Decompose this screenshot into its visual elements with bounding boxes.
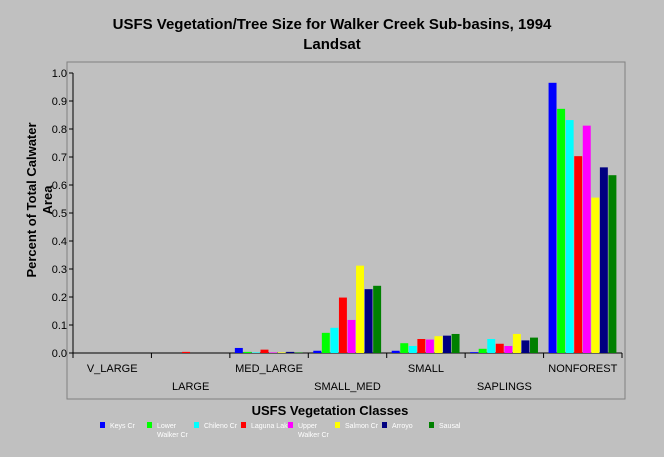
bar	[591, 197, 600, 353]
bar	[260, 349, 269, 353]
bar	[391, 350, 400, 353]
bar	[408, 346, 417, 353]
y-axis-label-line-1: Percent of Total Calwater	[24, 122, 39, 277]
chart-title-line-2: Landsat	[303, 36, 361, 53]
chart-title-line-1: USFS Vegetation/Tree Size for Walker Cre…	[113, 16, 552, 33]
bar	[243, 351, 252, 353]
y-tick-label: 1.0	[52, 68, 67, 80]
bar	[251, 352, 260, 353]
legend-label: Sausal	[439, 423, 461, 430]
bar	[347, 319, 356, 353]
bar	[512, 333, 521, 353]
x-category-label: V_LARGE	[87, 363, 138, 375]
y-tick-label: 0.0	[52, 348, 67, 360]
bar	[313, 350, 322, 353]
x-category-label: LARGE	[172, 381, 209, 393]
bar	[451, 333, 460, 353]
y-axis: 0.0 0.1 0.2 0.3 0.4 0.5 0.6 0.7 0.8 0.9 1.0	[52, 68, 74, 360]
bar	[338, 297, 347, 353]
bar	[286, 351, 295, 353]
x-category-label: SMALL_MED	[314, 381, 381, 393]
bar	[504, 346, 513, 353]
bar	[470, 352, 479, 353]
legend-label: Lower	[157, 423, 177, 430]
bar	[608, 175, 617, 353]
bar	[487, 339, 496, 353]
legend-label: Salmon Cr	[345, 423, 379, 430]
bar	[434, 336, 443, 353]
bar	[582, 125, 591, 353]
legend-swatch	[429, 422, 434, 428]
legend: Keys Cr Lower Walker Cr Chileno Cr Laguna La…	[100, 422, 461, 439]
bar	[364, 289, 373, 353]
bar	[565, 120, 574, 353]
bar	[521, 340, 530, 353]
bar	[269, 352, 278, 353]
legend-label: Walker Cr	[157, 432, 189, 439]
legend-swatch	[382, 422, 387, 428]
legend-label: Upper	[298, 423, 318, 430]
y-tick-label: 0.1	[52, 320, 67, 332]
bar	[294, 352, 303, 353]
y-tick-label: 0.9	[52, 96, 67, 108]
bar	[548, 82, 557, 354]
bar	[277, 352, 286, 353]
plot-area-frame	[66, 61, 626, 400]
y-axis-label-line-2: Area	[40, 185, 55, 215]
bar	[373, 285, 382, 353]
bar	[495, 343, 504, 353]
x-axis: V_LARGE LARGE MED_LARGE SMALL_MED SMALL SAPLI…	[72, 352, 623, 393]
x-category-label: SMALL	[408, 363, 444, 375]
legend-swatch	[288, 422, 293, 428]
legend-swatch	[147, 422, 152, 428]
y-tick-label: 0.3	[52, 264, 67, 276]
bar	[599, 167, 608, 353]
bar	[443, 335, 451, 353]
bar	[321, 332, 330, 353]
y-tick-label: 0.4	[52, 236, 67, 248]
bars	[182, 82, 617, 354]
y-tick-label: 0.7	[52, 152, 67, 164]
legend-label: Keys Cr	[110, 423, 136, 430]
x-category-label: SAPLINGS	[477, 381, 532, 393]
legend-swatch	[335, 422, 340, 428]
legend-swatch	[194, 422, 199, 428]
bar	[417, 339, 426, 353]
bar	[182, 351, 191, 353]
bar	[356, 265, 365, 353]
bar	[234, 347, 243, 353]
legend-label: Laguna Lake	[251, 423, 292, 430]
y-tick-label: 0.6	[52, 180, 67, 192]
legend-label: Walker Cr	[298, 432, 330, 439]
y-tick-label: 0.8	[52, 124, 67, 136]
x-category-label: NONFOREST	[548, 363, 617, 375]
y-tick-label: 0.5	[52, 208, 67, 220]
bar	[425, 339, 434, 353]
bar	[530, 337, 538, 353]
y-tick-label: 0.2	[52, 292, 67, 304]
bar	[478, 348, 487, 353]
bar	[400, 343, 409, 353]
legend-label: Arroyo	[392, 423, 413, 430]
legend-swatch	[100, 422, 105, 428]
legend-swatch	[241, 422, 246, 428]
legend-label: Chileno Cr	[204, 423, 238, 430]
bar	[574, 156, 583, 353]
bar	[557, 108, 566, 353]
x-axis-label: USFS Vegetation Classes	[252, 403, 409, 418]
x-category-label: MED_LARGE	[235, 363, 303, 375]
bar	[330, 327, 339, 353]
